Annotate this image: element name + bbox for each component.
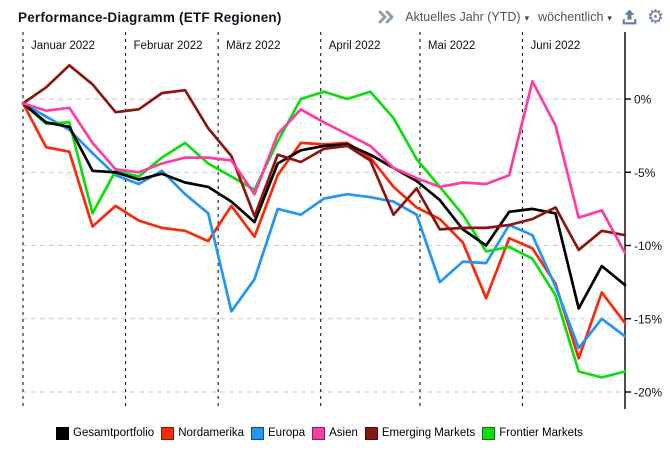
series-nordamerika: [21, 102, 627, 360]
legend-swatch: [364, 426, 378, 440]
legend-swatch: [161, 426, 175, 440]
legend-label: Frontier Markets: [499, 427, 583, 439]
upload-export-icon[interactable]: [621, 9, 638, 26]
svg-text:April 2022: April 2022: [329, 40, 381, 52]
legend-swatch: [56, 426, 69, 440]
svg-text:Januar 2022: Januar 2022: [31, 40, 95, 52]
legend-swatch: [482, 426, 496, 440]
legend-label: Europa: [268, 427, 306, 439]
chevron-down-icon: ▾: [524, 12, 530, 23]
svg-text:Juni 2022: Juni 2022: [530, 40, 580, 52]
period-dropdown-value: Aktuelles Jahr (YTD): [405, 10, 521, 24]
series-asien: [21, 80, 627, 255]
legend-item-frontier-markets[interactable]: Frontier Markets: [482, 426, 583, 440]
svg-text:Februar 2022: Februar 2022: [134, 40, 203, 52]
period-dropdown[interactable]: Aktuelles Jahr (YTD) ▾: [405, 10, 529, 24]
svg-text:-20%: -20%: [634, 386, 662, 400]
svg-text:März 2022: März 2022: [226, 40, 280, 52]
legend-label: Nordamerika: [178, 427, 245, 439]
legend-item-gesamtportfolio[interactable]: Gesamtportfolio: [56, 426, 155, 440]
header-controls: Aktuelles Jahr (YTD) ▾ wöchentlich ▾ ⚙: [377, 5, 664, 28]
chart-legend: Gesamtportfolio Nordamerika Europa Asien Eme…: [0, 423, 670, 443]
legend-label: Asien: [329, 427, 358, 439]
series-europa: [21, 102, 627, 350]
svg-text:0%: 0%: [634, 93, 652, 107]
gear-icon[interactable]: ⚙: [646, 5, 664, 28]
series-emerging-markets: [21, 63, 627, 252]
chevron-down-icon: ▾: [607, 12, 612, 23]
svg-text:-5%: -5%: [634, 166, 656, 180]
legend-item-europa[interactable]: Europa: [251, 426, 306, 440]
series-gesamtportfolio: [21, 102, 627, 310]
svg-text:-15%: -15%: [634, 312, 662, 326]
svg-text:Mai 2022: Mai 2022: [428, 40, 475, 52]
svg-text:-10%: -10%: [634, 239, 662, 253]
interval-dropdown[interactable]: wöchentlich ▾: [538, 10, 612, 24]
legend-swatch: [251, 426, 265, 440]
double-chevron-right-icon[interactable]: [377, 9, 396, 25]
legend-item-nordamerika[interactable]: Nordamerika: [161, 426, 245, 440]
legend-item-asien[interactable]: Asien: [312, 426, 358, 440]
legend-label: Gesamtportfolio: [73, 427, 155, 439]
legend-item-emerging-markets[interactable]: Emerging Markets: [364, 426, 476, 440]
legend-swatch: [312, 426, 326, 440]
page-title: Performance-Diagramm (ETF Regionen): [18, 9, 282, 25]
interval-dropdown-value: wöchentlich: [538, 10, 604, 24]
series-frontier-markets: [21, 90, 627, 379]
legend-label: Emerging Markets: [381, 427, 476, 439]
widget-header: Performance-Diagramm (ETF Regionen) Aktu…: [0, 0, 670, 30]
